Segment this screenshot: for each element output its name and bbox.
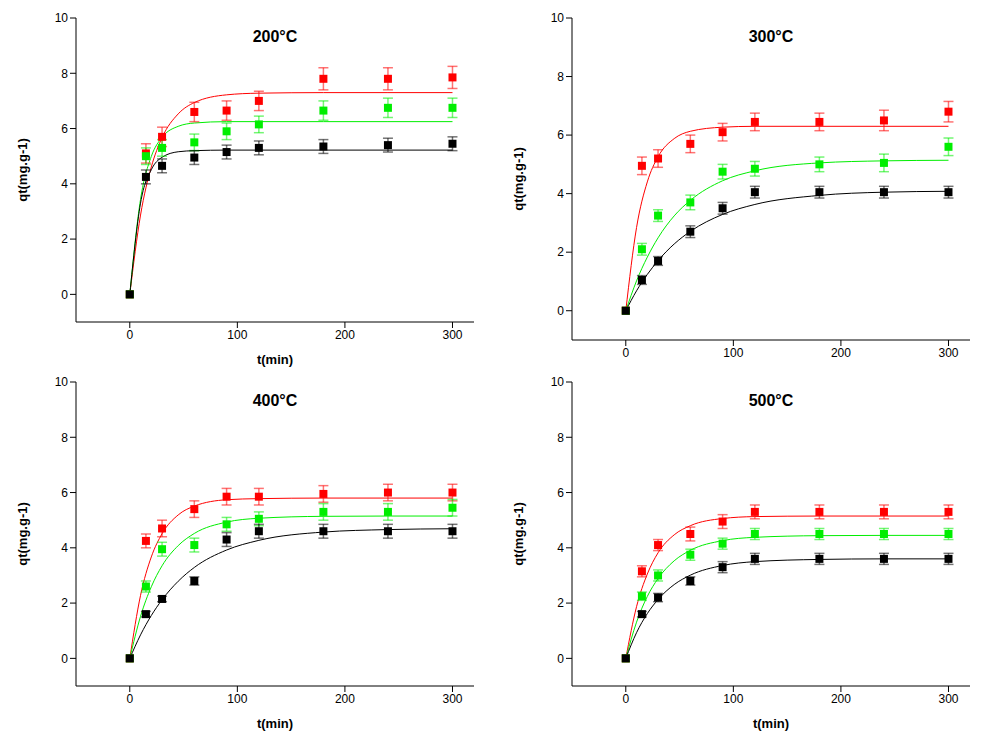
- svg-text:t(min): t(min): [753, 716, 789, 731]
- svg-text:0: 0: [126, 328, 133, 342]
- svg-text:2: 2: [61, 232, 68, 246]
- svg-text:0: 0: [557, 652, 564, 666]
- svg-text:0: 0: [126, 692, 133, 706]
- svg-text:300: 300: [442, 328, 462, 342]
- svg-text:300: 300: [442, 692, 462, 706]
- svg-text:4: 4: [61, 541, 68, 555]
- svg-text:100: 100: [227, 328, 247, 342]
- svg-text:2: 2: [557, 596, 564, 610]
- svg-text:4: 4: [61, 177, 68, 191]
- svg-text:qt(mg.g-1): qt(mg.g-1): [511, 147, 526, 211]
- html-text:400°C: 400°C: [252, 392, 298, 409]
- svg-text:200: 200: [831, 346, 851, 360]
- svg-text:t(min): t(min): [257, 716, 293, 731]
- svg-text:4: 4: [557, 541, 564, 555]
- svg-text:8: 8: [61, 431, 68, 445]
- svg-text:10: 10: [551, 11, 565, 25]
- svg-text:200: 200: [335, 328, 355, 342]
- svg-text:0: 0: [61, 652, 68, 666]
- svg-text:300: 300: [938, 346, 958, 360]
- svg-text:2: 2: [557, 245, 564, 259]
- svg-text:0: 0: [622, 346, 629, 360]
- svg-text:6: 6: [61, 486, 68, 500]
- svg-text:0: 0: [622, 692, 629, 706]
- html-text:200°C: 200°C: [252, 28, 298, 45]
- svg-text:10: 10: [551, 375, 565, 389]
- svg-text:8: 8: [61, 67, 68, 81]
- svg-text:8: 8: [557, 431, 564, 445]
- svg-text:200: 200: [831, 692, 851, 706]
- svg-text:10: 10: [55, 11, 69, 25]
- svg-text:100: 100: [227, 692, 247, 706]
- svg-text:2: 2: [61, 596, 68, 610]
- svg-text:6: 6: [557, 486, 564, 500]
- svg-text:6: 6: [557, 128, 564, 142]
- svg-text:8: 8: [557, 70, 564, 84]
- html-text:500°C: 500°C: [748, 392, 794, 409]
- svg-text:4: 4: [557, 187, 564, 201]
- svg-text:10: 10: [55, 375, 69, 389]
- html-text:300°C: 300°C: [748, 28, 794, 45]
- svg-text:qt(mg.g-1): qt(mg.g-1): [15, 138, 30, 202]
- svg-text:100: 100: [723, 346, 743, 360]
- svg-text:200: 200: [335, 692, 355, 706]
- svg-text:0: 0: [557, 304, 564, 318]
- svg-text:qt(mg.g-1): qt(mg.g-1): [511, 502, 526, 566]
- svg-text:6: 6: [61, 122, 68, 136]
- svg-text:100: 100: [723, 692, 743, 706]
- svg-text:qt(mg.g-1): qt(mg.g-1): [15, 502, 30, 566]
- svg-text:t(min): t(min): [257, 352, 293, 367]
- svg-text:300: 300: [938, 692, 958, 706]
- svg-text:0: 0: [61, 288, 68, 302]
